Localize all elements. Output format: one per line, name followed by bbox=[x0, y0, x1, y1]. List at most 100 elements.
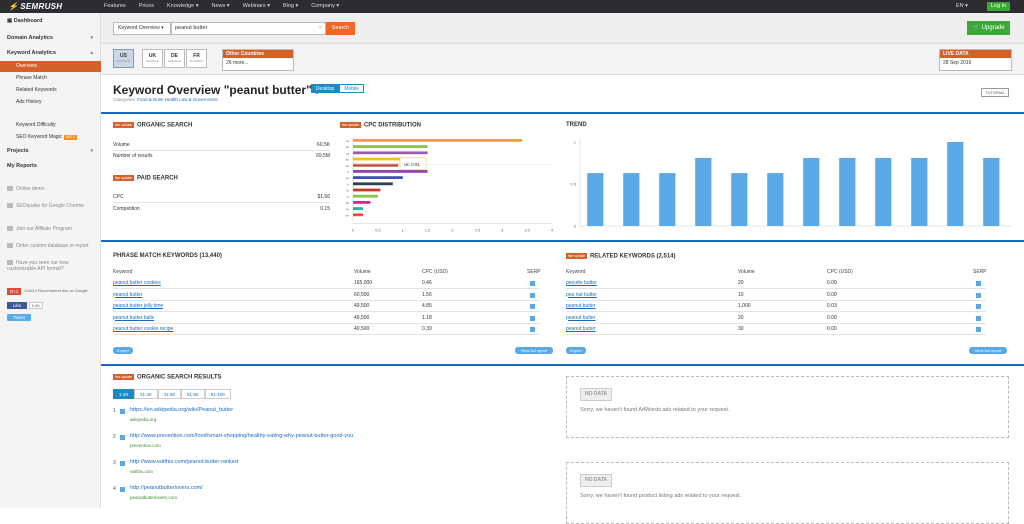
db-flag-uk[interactable]: UK GOOGLE bbox=[142, 49, 163, 68]
db-flag-us[interactable]: US GOOGLE bbox=[113, 49, 134, 68]
online-demo-link[interactable]: Online demo bbox=[7, 186, 44, 192]
page-tab[interactable]: 1-20 bbox=[113, 389, 135, 399]
search-input[interactable]: peanut butter × bbox=[171, 22, 326, 35]
serp-icon[interactable] bbox=[976, 304, 981, 309]
result-url[interactable]: https://en.wikipedia.org/wiki/Peanut_but… bbox=[130, 407, 234, 413]
organic-search-heading: live update ORGANIC SEARCH bbox=[113, 122, 193, 129]
related-keywords-heading: live update RELATED KEYWORDS (2,514) bbox=[566, 253, 676, 260]
semrush-logo[interactable]: ⚡ SEMRUSH bbox=[8, 2, 63, 11]
sidebar-item-keyword-difficulty[interactable]: Keyword Difficulty bbox=[16, 122, 56, 128]
report-type-select[interactable]: Keyword Overview ▾ bbox=[113, 22, 171, 35]
page-tab[interactable]: 81-100 bbox=[204, 389, 231, 399]
nav-knowledge[interactable]: Knowledge ▾ bbox=[167, 3, 199, 9]
serp-icon[interactable] bbox=[530, 315, 535, 321]
result-url[interactable]: http://peanutbutterlovers.com/ bbox=[130, 485, 203, 491]
facebook-like-button[interactable]: Like bbox=[7, 302, 27, 309]
volume-cell: 20 bbox=[738, 280, 744, 286]
sidebar-item-keyword-analytics[interactable]: Keyword Analytics ▴ bbox=[0, 48, 101, 59]
google-plus-button[interactable]: G+1 bbox=[7, 288, 21, 295]
page-tab[interactable]: 21-40 bbox=[134, 389, 158, 399]
db-flag-fr[interactable]: FR GOOGLE bbox=[186, 49, 207, 68]
search-button[interactable]: Search bbox=[326, 22, 355, 35]
mobile-toggle[interactable]: Mobile bbox=[339, 84, 365, 93]
export-button[interactable]: Export bbox=[566, 347, 586, 354]
serp-icon[interactable] bbox=[976, 327, 981, 332]
tick-label: 4 bbox=[551, 228, 554, 233]
category-link[interactable]: Health bbox=[164, 97, 178, 102]
view-full-report-button[interactable]: View full report bbox=[969, 347, 1007, 354]
category-label: us bbox=[346, 139, 350, 143]
serp-icon[interactable] bbox=[530, 281, 535, 286]
serp-icon[interactable] bbox=[976, 292, 981, 298]
sidebar-item-overview[interactable]: Overview bbox=[0, 61, 101, 72]
tweet-button[interactable]: Tweet bbox=[7, 314, 31, 321]
cpc-distribution-chart: us uk ca au de fr es it br in dk se be 0 0.5 1 1.5 2 2.5 3 3… bbox=[346, 137, 554, 233]
live-data-select[interactable]: LIVE DATA 28 Sep 2016 bbox=[939, 49, 1012, 71]
keyword-link[interactable]: peanut butter bbox=[566, 303, 596, 309]
category-link[interactable]: Law & Government bbox=[179, 97, 218, 102]
nav-features[interactable]: Features bbox=[104, 3, 126, 9]
upgrade-button[interactable]: 🛒 Upgrade bbox=[967, 21, 1010, 35]
clear-icon[interactable]: × bbox=[318, 25, 322, 31]
result-domain[interactable]: eatthis.com bbox=[130, 469, 154, 474]
db-flag-de[interactable]: DE GOOGLE bbox=[164, 49, 185, 68]
view-full-report-button[interactable]: View full report bbox=[515, 347, 553, 354]
serp-icon[interactable] bbox=[530, 292, 535, 298]
sidebar-item-dashboard[interactable]: ▣ Dashboard bbox=[7, 18, 43, 24]
serp-icon[interactable] bbox=[530, 304, 535, 309]
api-format-link[interactable]: Have you seen our new customizable API f… bbox=[7, 260, 69, 272]
result-domain[interactable]: wikipedia.org bbox=[130, 417, 157, 422]
keyword-link[interactable]: peanut butter balls bbox=[113, 314, 155, 321]
category-link[interactable]: Food & Drink bbox=[137, 97, 164, 102]
keyword-link[interactable]: peanut butter cookies bbox=[113, 280, 161, 286]
other-countries-select[interactable]: Other Countries 26 more... bbox=[222, 49, 294, 71]
chart-icon[interactable] bbox=[120, 487, 125, 492]
keyword-link[interactable]: peanut butter cookie recipe bbox=[113, 326, 174, 332]
result-url[interactable]: http://www.prevention.com/food/smart-sho… bbox=[130, 433, 354, 439]
category-label: de bbox=[346, 164, 350, 168]
chart-icon[interactable] bbox=[120, 435, 125, 440]
serp-icon[interactable] bbox=[530, 327, 535, 332]
affiliate-link[interactable]: Join our Affiliate Program bbox=[7, 226, 72, 232]
page-tab[interactable]: 41-60 bbox=[157, 389, 182, 399]
google-plus-count: 114614 Recommend this on Google bbox=[24, 288, 88, 293]
bar bbox=[731, 173, 748, 226]
keyword-link[interactable]: peanut butter bbox=[566, 326, 596, 332]
keyword-link[interactable]: peanut butter jelly time bbox=[113, 303, 164, 309]
desktop-toggle[interactable]: Desktop bbox=[311, 84, 340, 93]
custom-database-link[interactable]: Order custom database or report bbox=[7, 243, 99, 249]
result-url[interactable]: http://www.eatthis.com/peanut-butter-ran… bbox=[130, 459, 238, 465]
seoquake-link[interactable]: SEOquake for Google Chrome bbox=[7, 203, 87, 209]
sidebar-item-my-reports[interactable]: My Reports bbox=[7, 163, 37, 169]
keyword-link[interactable]: penutte butter bbox=[566, 280, 597, 286]
result-domain[interactable]: peanutbutterlovers.com bbox=[130, 495, 178, 500]
nav-news[interactable]: News ▾ bbox=[211, 3, 230, 9]
sidebar-item-ads-history[interactable]: Ads History bbox=[16, 99, 42, 105]
serp-icon[interactable] bbox=[976, 315, 981, 321]
divider bbox=[113, 202, 330, 203]
tutorial-button[interactable]: TUTORIAL bbox=[981, 88, 1009, 97]
language-select[interactable]: EN ▾ bbox=[956, 3, 968, 9]
bar bbox=[353, 157, 418, 161]
page-tab[interactable]: 61-80 bbox=[181, 389, 205, 399]
chevron-up-icon: ▴ bbox=[90, 50, 93, 56]
serp-icon[interactable] bbox=[976, 281, 981, 286]
export-button[interactable]: Export bbox=[113, 347, 133, 354]
nav-company[interactable]: Company ▾ bbox=[311, 3, 340, 9]
nav-webinars[interactable]: Webinars ▾ bbox=[242, 3, 270, 9]
keyword-link[interactable]: pea nut butter bbox=[566, 291, 597, 298]
keyword-link[interactable]: peanut butter bbox=[113, 291, 143, 298]
nav-prices[interactable]: Prices bbox=[138, 3, 154, 9]
sidebar-item-seo-keyword-magic[interactable]: SEO Keyword Magic BETA bbox=[16, 134, 78, 140]
nav-blog[interactable]: Blog ▾ bbox=[282, 3, 299, 9]
result-domain[interactable]: prevention.com bbox=[130, 443, 161, 448]
bar bbox=[911, 157, 928, 226]
chart-icon[interactable] bbox=[120, 461, 125, 466]
login-button[interactable]: Log in bbox=[987, 2, 1010, 11]
keyword-link[interactable]: peanut butter bbox=[566, 314, 596, 321]
sidebar-item-domain-analytics[interactable]: Domain Analytics ▾ bbox=[0, 33, 101, 44]
chart-icon[interactable] bbox=[120, 409, 125, 414]
sidebar-item-projects[interactable]: Projects ▾ bbox=[0, 146, 101, 157]
sidebar-item-phrase-match[interactable]: Phrase Match bbox=[16, 75, 47, 81]
sidebar-item-related-keywords[interactable]: Related Keywords bbox=[16, 87, 57, 93]
